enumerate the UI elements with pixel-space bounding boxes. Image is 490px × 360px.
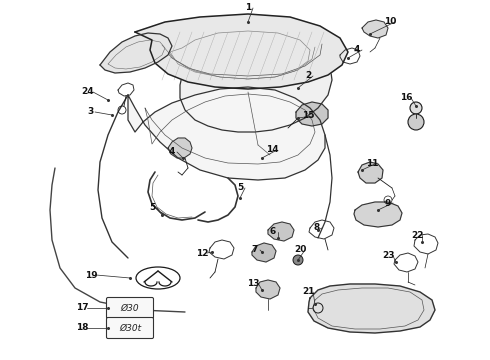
Polygon shape [256,280,280,299]
Text: 14: 14 [266,145,278,154]
Polygon shape [168,138,192,158]
Polygon shape [252,243,276,262]
Text: Ø30: Ø30 [121,303,139,312]
Polygon shape [180,25,332,132]
Circle shape [410,102,422,114]
Text: 4: 4 [354,45,360,54]
Text: 7: 7 [252,246,258,255]
Text: 12: 12 [196,248,208,257]
Polygon shape [170,31,310,79]
Text: 18: 18 [76,324,88,333]
Text: 16: 16 [400,94,412,103]
Polygon shape [100,33,172,73]
Text: 8: 8 [314,224,320,233]
Polygon shape [128,87,325,180]
Polygon shape [296,102,328,126]
Polygon shape [362,20,388,38]
Text: 3: 3 [87,108,93,117]
Text: 13: 13 [247,279,259,288]
Text: 15: 15 [302,112,314,121]
Circle shape [408,114,424,130]
Text: 6: 6 [270,228,276,237]
Text: 2: 2 [305,72,311,81]
FancyBboxPatch shape [106,297,153,319]
Circle shape [293,255,303,265]
Text: 19: 19 [85,270,98,279]
Text: 4: 4 [169,148,175,157]
Text: 1: 1 [245,4,251,13]
Polygon shape [358,162,383,183]
Text: 23: 23 [382,252,394,261]
FancyBboxPatch shape [106,318,153,338]
Text: 10: 10 [384,18,396,27]
Text: 9: 9 [385,198,391,207]
Polygon shape [135,14,348,89]
Text: 24: 24 [82,87,94,96]
Polygon shape [268,222,294,241]
Polygon shape [354,202,402,227]
Text: 17: 17 [75,303,88,312]
Text: 5: 5 [149,203,155,212]
Text: 22: 22 [411,230,423,239]
Text: 5: 5 [237,184,243,193]
Text: Ø30t: Ø30t [119,324,141,333]
Text: 20: 20 [294,246,306,255]
Text: 11: 11 [366,158,378,167]
Text: 21: 21 [302,288,314,297]
Polygon shape [308,284,435,333]
